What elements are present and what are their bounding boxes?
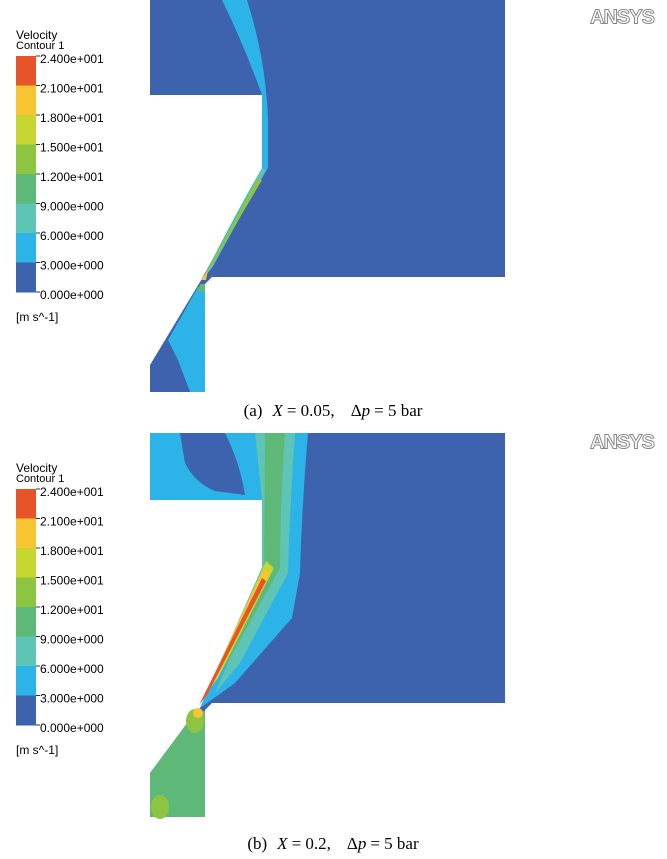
caption-dp-symbol: Δ — [347, 834, 358, 853]
domain — [150, 0, 505, 392]
caption: (a) X = 0.05, Δp = 5 bar — [244, 401, 423, 420]
caption-label: (b) — [247, 834, 267, 853]
legend-label: 2.400e+001 — [40, 485, 104, 499]
legend-label: 1.500e+001 — [40, 141, 104, 155]
legend-swatch — [16, 144, 36, 175]
caption: (b) X = 0.2, Δp = 5 bar — [247, 834, 419, 853]
legend-swatch — [16, 115, 36, 145]
legend-unit: [m s^-1] — [16, 310, 58, 324]
caption-x-value: = 0.2, — [292, 834, 331, 853]
contour-green-lower — [150, 711, 205, 817]
legend-swatch — [16, 577, 36, 608]
legend-label: 6.000e+000 — [40, 662, 104, 676]
legend-swatch — [16, 85, 36, 116]
logo: ANSYS — [590, 431, 655, 453]
legend-label: 3.000e+000 — [40, 692, 104, 706]
contour-red — [199, 578, 266, 705]
caption-dp-value: = 5 bar — [374, 401, 423, 420]
legend-label: 9.000e+000 — [40, 633, 104, 647]
caption-label: (a) — [244, 401, 263, 420]
legend-label: 3.000e+000 — [40, 259, 104, 273]
legend-label: 1.200e+001 — [40, 603, 104, 617]
logo: ANSYS — [590, 6, 655, 28]
legend-title: Velocity — [16, 28, 57, 42]
legend-label: 0.000e+000 — [40, 721, 104, 735]
legend-title: Velocity — [16, 461, 57, 475]
legend-label: 9.000e+000 — [40, 200, 104, 214]
legend-label: 2.400e+001 — [40, 52, 104, 66]
caption-dp-var: p — [357, 834, 367, 853]
legend-subtitle: Contour 1 — [16, 40, 64, 52]
legend-swatch — [16, 262, 36, 293]
legend-label: 1.200e+001 — [40, 170, 104, 184]
legend-label: 2.100e+001 — [40, 515, 104, 529]
legend-swatch — [16, 695, 36, 726]
legend-label: 1.500e+001 — [40, 574, 104, 588]
caption-dp-value: = 5 bar — [370, 834, 419, 853]
domain — [150, 433, 505, 817]
legend-swatch — [16, 233, 36, 263]
contour-green — [214, 433, 285, 683]
contour-yellow — [201, 270, 208, 280]
legend-swatch — [16, 56, 36, 86]
contour-dark-blue-blob — [180, 433, 245, 495]
legend-unit: [m s^-1] — [16, 743, 58, 757]
legend-swatch — [16, 518, 36, 549]
legend-label: 1.800e+001 — [40, 111, 104, 125]
legend-swatch — [16, 203, 36, 234]
contour-green-bottom — [151, 795, 169, 819]
legend-swatch — [16, 636, 36, 667]
legend-swatch — [16, 489, 36, 519]
contour-green-lower — [198, 284, 205, 292]
legend-subtitle: Contour 1 — [16, 473, 64, 485]
caption-var: X — [276, 834, 288, 853]
legend-swatch — [16, 607, 36, 637]
caption-dp-var: p — [361, 401, 371, 420]
caption-x-value: = 0.05, — [287, 401, 335, 420]
contour-light-blue-lower — [168, 287, 205, 392]
legend-label: 6.000e+000 — [40, 229, 104, 243]
legend-swatch — [16, 174, 36, 204]
legend-swatch — [16, 548, 36, 578]
contour-green — [205, 178, 262, 274]
legend-label: 0.000e+000 — [40, 288, 104, 302]
contour-orange-lower — [193, 708, 203, 718]
caption-dp-symbol: Δ — [351, 401, 362, 420]
caption-var: X — [271, 401, 283, 420]
legend-swatch — [16, 666, 36, 696]
legend-label: 1.800e+001 — [40, 544, 104, 558]
legend-label: 2.100e+001 — [40, 82, 104, 96]
